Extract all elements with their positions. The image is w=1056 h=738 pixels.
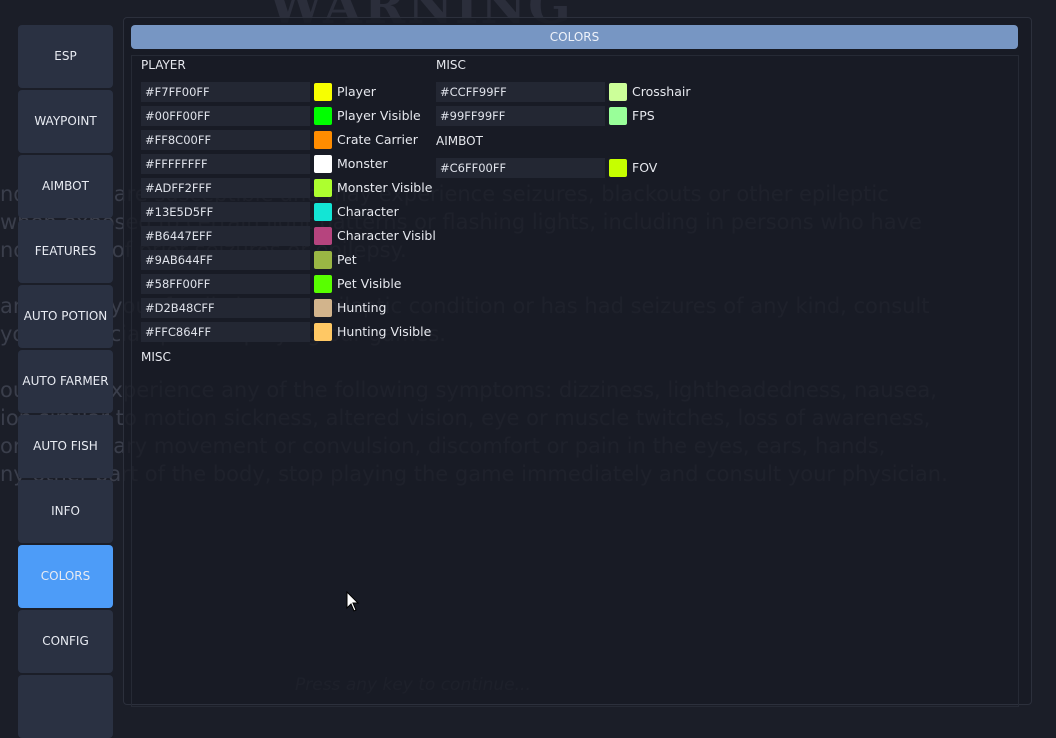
sidebar-button[interactable]: COLORS [18,545,113,608]
sidebar-button[interactable]: AUTO POTION [18,285,113,348]
mouse-cursor [346,591,360,612]
hex-input[interactable]: #9AB644FF [141,250,310,270]
hex-input[interactable]: #B6447EFF [141,226,310,246]
page-header: COLORS [131,25,1018,49]
color-swatch[interactable] [314,179,332,197]
sidebar-button[interactable]: AUTO FISH [18,415,113,478]
hex-input[interactable]: #D2B48CFF [141,298,310,318]
sidebar-button[interactable]: AUTO FARMER [18,350,113,413]
section-title: MISC [436,58,466,72]
color-label: Monster Visible [337,180,433,195]
color-swatch[interactable] [314,83,332,101]
hex-input[interactable]: #ADFF2FFF [141,178,310,198]
color-label: FPS [632,108,655,123]
hex-input[interactable]: #C6FF00FF [436,158,605,178]
hex-input[interactable]: #58FF00FF [141,274,310,294]
color-label: Hunting Visible [337,324,432,339]
hex-input[interactable]: #99FF99FF [436,106,605,126]
color-swatch[interactable] [314,203,332,221]
sidebar-button[interactable]: CONFIG [18,610,113,673]
hex-input[interactable]: #FFC864FF [141,322,310,342]
color-label: Hunting [337,300,387,315]
hex-input[interactable]: #F7FF00FF [141,82,310,102]
color-swatch[interactable] [609,107,627,125]
color-swatch[interactable] [314,275,332,293]
hex-input[interactable]: #CCFF99FF [436,82,605,102]
screen: WARNINGndividuals are susceptible and ma… [0,0,1032,738]
color-swatch[interactable] [314,251,332,269]
color-swatch[interactable] [609,159,627,177]
color-label: Character Visibl [337,228,436,243]
sidebar-button[interactable]: FEATURES [18,220,113,283]
hex-input[interactable]: #FF8C00FF [141,130,310,150]
sidebar-button[interactable]: AIMBOT [18,155,113,218]
sidebar-button[interactable]: ESP [18,25,113,88]
section-title: AIMBOT [436,134,483,148]
section-title: PLAYER [141,58,186,72]
hex-input[interactable]: #00FF00FF [141,106,310,126]
color-label: Character [337,204,399,219]
color-swatch[interactable] [609,83,627,101]
content-panel [131,55,1019,707]
hex-input[interactable]: #FFFFFFFF [141,154,310,174]
section-title: MISC [141,350,171,364]
color-swatch[interactable] [314,131,332,149]
color-label: Crosshair [632,84,691,99]
color-label: Monster [337,156,388,171]
color-label: Player [337,84,376,99]
sidebar-button[interactable] [18,675,113,738]
color-label: FOV [632,160,658,175]
color-swatch[interactable] [314,323,332,341]
color-swatch[interactable] [314,107,332,125]
sidebar-button[interactable]: WAYPOINT [18,90,113,153]
color-label: Pet Visible [337,276,402,291]
color-label: Pet [337,252,357,267]
color-label: Player Visible [337,108,421,123]
color-swatch[interactable] [314,227,332,245]
color-swatch[interactable] [314,155,332,173]
color-swatch[interactable] [314,299,332,317]
hex-input[interactable]: #13E5D5FF [141,202,310,222]
sidebar-button[interactable]: INFO [18,480,113,543]
color-label: Crate Carrier [337,132,418,147]
